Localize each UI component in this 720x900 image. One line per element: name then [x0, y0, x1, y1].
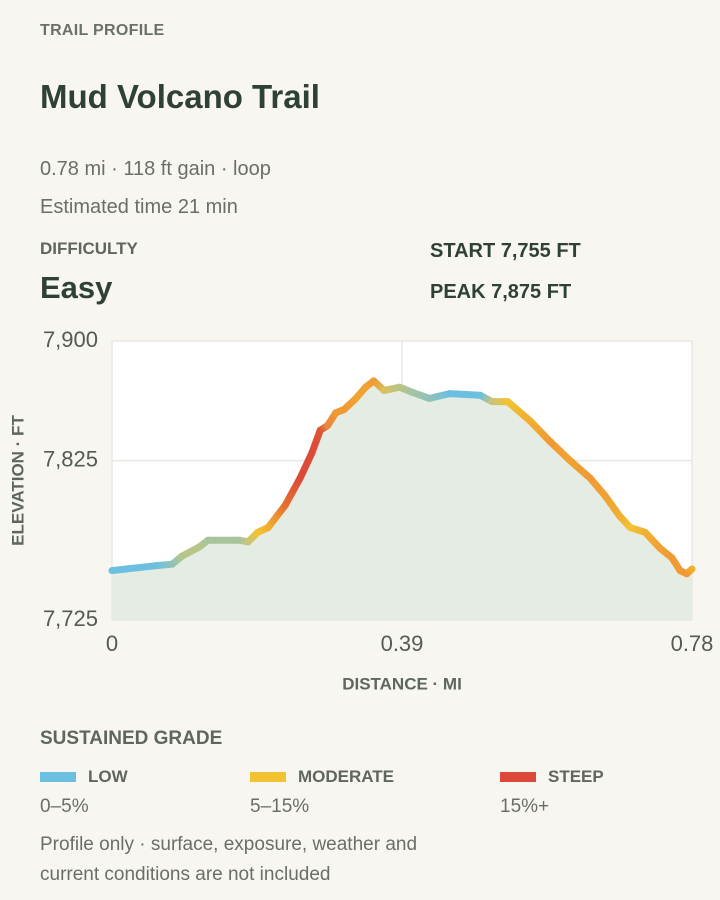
trail-title: Mud Volcano Trail — [40, 78, 320, 115]
profile-segment — [308, 426, 324, 457]
profile-segment — [108, 562, 159, 575]
profile-segment — [526, 417, 554, 445]
legend-name: STEEP — [548, 767, 604, 786]
legend-swatch — [40, 772, 76, 782]
estimate: Estimated time 21 min — [40, 196, 238, 218]
profile-segment — [601, 492, 624, 520]
profile-segment — [264, 501, 289, 532]
profile-segment — [546, 437, 574, 465]
x-tick-label: 0.78 — [671, 631, 714, 656]
x-tick-label: 0.39 — [381, 631, 424, 656]
legend-swatch — [250, 772, 286, 782]
y-tick-label: 7,725 — [43, 606, 98, 631]
profile-segment — [446, 390, 484, 399]
profile-segment — [504, 398, 534, 425]
legend-name: LOW — [88, 767, 128, 786]
y-tick-label: 7,825 — [43, 446, 98, 471]
profile-segment — [641, 528, 664, 552]
y-axis-label: ELEVATION · FT — [8, 415, 27, 546]
peak-stat: PEAK 7,875 FT — [430, 281, 572, 303]
profile-segment — [296, 449, 316, 482]
legend-range: 0–5% — [40, 796, 89, 817]
footnote: current conditions are not included — [40, 864, 331, 885]
x-axis-label: DISTANCE · MI — [342, 674, 462, 693]
eyebrow: TRAIL PROFILE — [40, 22, 165, 39]
difficulty-label: DIFFICULTY — [40, 239, 138, 258]
profile-segment — [586, 474, 609, 500]
y-tick-label: 7,900 — [43, 327, 98, 352]
legend-range: 5–15% — [250, 796, 310, 817]
profile-segment — [566, 457, 594, 482]
legend-range: 15%+ — [500, 796, 550, 817]
start-stat: START 7,755 FT — [430, 240, 581, 262]
summary: 0.78 mi · 118 ft gain · loop — [40, 158, 271, 180]
difficulty-value: Easy — [40, 270, 113, 305]
profile-segment — [683, 565, 696, 578]
footnote: Profile only · surface, exposure, weathe… — [40, 834, 418, 855]
profile-segment — [281, 474, 304, 509]
legend-name: MODERATE — [298, 767, 395, 786]
x-tick-label: 0 — [106, 631, 118, 656]
legend-swatch — [500, 772, 536, 782]
legend-title: SUSTAINED GRADE — [40, 728, 223, 749]
elevation-chart: 7,725 7,825 7,900 0 0.39 0.78 DISTANCE · MI ELE… — [8, 327, 714, 694]
